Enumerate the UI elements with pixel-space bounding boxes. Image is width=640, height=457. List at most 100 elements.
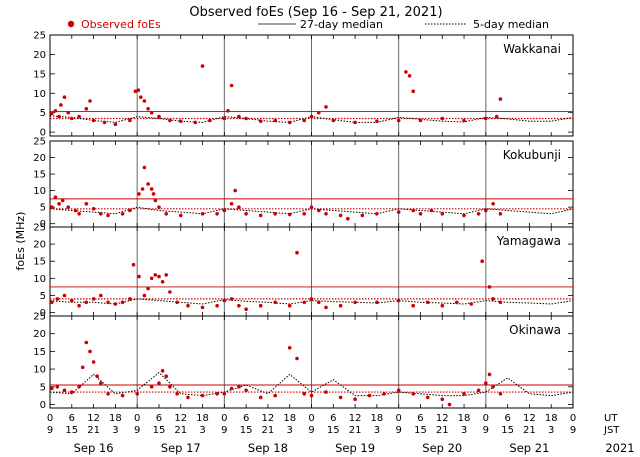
observed-point bbox=[396, 118, 401, 123]
observed-point bbox=[215, 392, 219, 396]
observed-point bbox=[120, 393, 125, 398]
observed-point bbox=[411, 89, 416, 94]
observed-point bbox=[175, 392, 179, 396]
observed-point bbox=[128, 118, 132, 123]
observed-point bbox=[84, 107, 89, 111]
observed-point bbox=[375, 212, 379, 216]
ut-tick-label: 18 bbox=[283, 413, 296, 424]
legend-observed-label: Observed foEs bbox=[81, 18, 161, 31]
observed-point bbox=[353, 300, 357, 305]
median5-curve bbox=[49, 371, 574, 397]
observed-point bbox=[164, 374, 168, 379]
observed-point bbox=[222, 208, 227, 213]
day-label: Sep 19 bbox=[335, 441, 375, 455]
observed-point bbox=[146, 182, 150, 186]
y-tick-label: 15 bbox=[33, 257, 46, 268]
observed-point bbox=[157, 381, 161, 386]
observed-point bbox=[498, 212, 503, 216]
observed-point bbox=[360, 213, 365, 218]
observed-point bbox=[287, 120, 292, 125]
observed-point bbox=[237, 114, 241, 119]
observed-point bbox=[447, 402, 452, 407]
y-tick-label: 25 bbox=[33, 137, 46, 148]
y-tick-label: 20 bbox=[33, 329, 46, 340]
panel-wakkanai: 0 5 10 15 20 25 Wakkanai bbox=[33, 31, 574, 139]
ut-row-label: UT bbox=[604, 413, 618, 424]
observed-point bbox=[273, 212, 278, 216]
observed-point bbox=[128, 297, 132, 301]
observed-point bbox=[153, 273, 158, 277]
observed-point bbox=[53, 109, 58, 113]
observed-point bbox=[484, 381, 488, 386]
observed-point bbox=[77, 303, 81, 308]
observed-point bbox=[77, 114, 81, 119]
observed-point bbox=[237, 385, 241, 389]
observed-point bbox=[168, 118, 172, 123]
observed-point bbox=[287, 212, 292, 217]
observed-point bbox=[353, 120, 357, 125]
y-tick-label: 10 bbox=[33, 365, 46, 376]
y-tick-label: 15 bbox=[33, 347, 46, 358]
observed-point bbox=[491, 297, 495, 301]
panel-okinawa: 0 5 10 15 20 25 Okinawa bbox=[33, 312, 574, 411]
observed-point bbox=[149, 110, 154, 115]
observed-point bbox=[151, 192, 156, 196]
observed-point bbox=[494, 114, 499, 119]
jst-row-label: JST bbox=[603, 425, 620, 436]
day-label: Sep 17 bbox=[161, 441, 201, 455]
observed-point bbox=[258, 395, 263, 400]
observed-point bbox=[425, 300, 430, 305]
observed-point bbox=[149, 385, 154, 389]
ut-tick-label: 0 bbox=[483, 413, 489, 424]
y-tick-label: 25 bbox=[33, 31, 46, 42]
observed-point bbox=[80, 365, 85, 370]
observed-point bbox=[77, 212, 81, 216]
observed-point bbox=[440, 212, 445, 216]
observed-point bbox=[200, 305, 205, 310]
observed-point bbox=[153, 198, 158, 203]
observed-point bbox=[309, 393, 314, 398]
observed-point bbox=[91, 360, 96, 364]
observed-point bbox=[84, 300, 89, 305]
jst-tick-label: 9 bbox=[47, 425, 53, 436]
jst-tick-label: 3 bbox=[461, 425, 467, 436]
observed-point bbox=[55, 297, 60, 301]
observed-point bbox=[309, 297, 314, 301]
observed-point bbox=[113, 302, 118, 306]
observed-point bbox=[229, 386, 234, 391]
observed-point bbox=[62, 388, 67, 393]
observed-point bbox=[168, 290, 172, 294]
observed-point bbox=[418, 212, 423, 216]
observed-point bbox=[324, 390, 328, 394]
observed-point bbox=[142, 99, 147, 103]
observed-point bbox=[244, 116, 248, 121]
jst-tick-label: 3 bbox=[548, 425, 554, 436]
observed-point bbox=[55, 385, 60, 389]
ut-tick-label: 12 bbox=[436, 413, 449, 424]
observed-point bbox=[66, 205, 70, 209]
observed-point bbox=[139, 95, 143, 99]
observed-point bbox=[375, 300, 379, 305]
observed-point bbox=[142, 165, 147, 170]
observed-point bbox=[146, 286, 150, 291]
y-tick-label: 20 bbox=[33, 153, 46, 164]
observed-point bbox=[295, 250, 299, 255]
jst-tick-label: 15 bbox=[153, 425, 166, 436]
observed-point bbox=[487, 285, 492, 289]
observed-point bbox=[229, 202, 234, 206]
ut-tick-label: 0 bbox=[570, 413, 576, 424]
observed-point bbox=[157, 205, 161, 209]
observed-point bbox=[50, 300, 54, 305]
observed-point bbox=[200, 64, 205, 68]
observed-point bbox=[175, 300, 179, 305]
y-tick-label: 5 bbox=[40, 382, 46, 393]
observed-point bbox=[411, 303, 416, 308]
observed-point bbox=[346, 216, 350, 221]
observed-point bbox=[244, 388, 248, 393]
y-tick-label: 0 bbox=[40, 308, 46, 319]
observed-point bbox=[133, 89, 138, 94]
observed-point bbox=[338, 303, 343, 308]
jst-tick-label: 3 bbox=[374, 425, 380, 436]
observed-point bbox=[70, 390, 74, 394]
jst-tick-label: 3 bbox=[112, 425, 118, 436]
